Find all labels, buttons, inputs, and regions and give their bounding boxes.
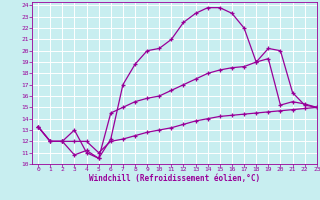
X-axis label: Windchill (Refroidissement éolien,°C): Windchill (Refroidissement éolien,°C) xyxy=(89,174,260,183)
